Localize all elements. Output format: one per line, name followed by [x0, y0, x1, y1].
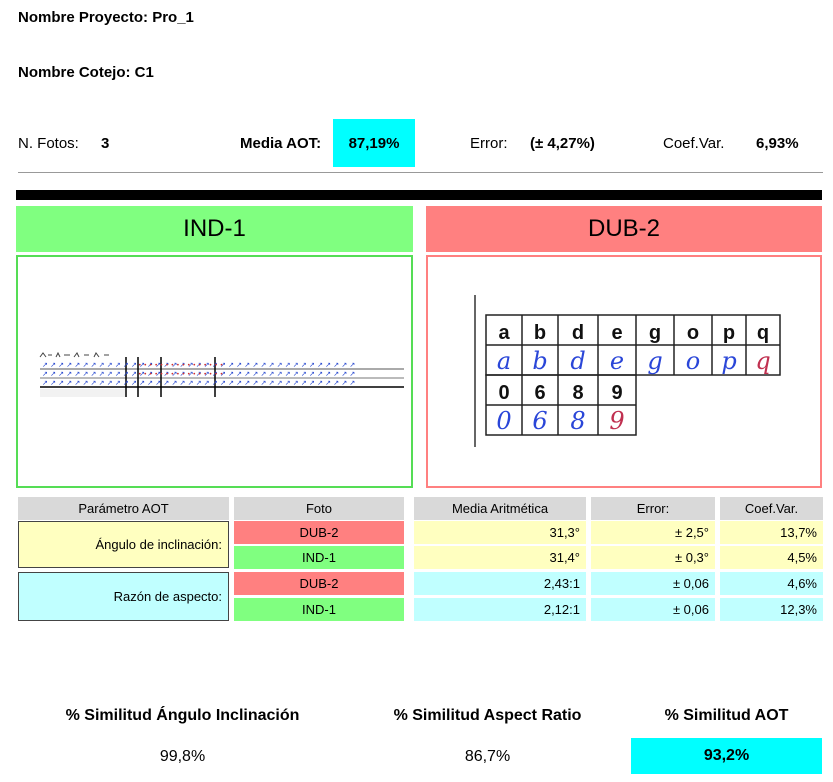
dub-letter: d	[572, 322, 584, 344]
dub-letter: b	[534, 322, 546, 344]
row-angle-ind-error: ± 0,3°	[591, 546, 715, 569]
fotos-label: N. Fotos:	[18, 135, 79, 152]
summary-angle-value: 99,8%	[159, 748, 206, 765]
row-angle-dub-coef: 13,7%	[720, 521, 823, 544]
row-angle-ind-media: 31,4°	[414, 546, 586, 569]
row-aspect-dub-foto: DUB-2	[234, 572, 404, 595]
th-foto: Foto	[234, 497, 404, 520]
project-name: Nombre Proyecto: Pro_1	[18, 9, 194, 26]
summary-aspect-label: % Similitud Aspect Ratio	[393, 707, 582, 724]
svg-text:b: b	[532, 347, 547, 375]
dub-letter: p	[723, 322, 735, 344]
svg-text:0: 0	[496, 407, 511, 435]
row-aspect-dub-error: ± 0,06	[591, 572, 715, 595]
row-angle-ind-coef: 4,5%	[720, 546, 823, 569]
svg-text:↗ ↗ ↗ ↗ ↗ ↗ ↗ ↗ ↗ ↗ ↗ ↗ ↗ ↗ ↗: ↗ ↗ ↗ ↗ ↗ ↗ ↗ ↗ ↗ ↗ ↗ ↗ ↗ ↗ ↗ ↗ ↗ ↗ ↗ ↗ …	[42, 361, 355, 369]
dub-letter: q	[757, 322, 769, 344]
dub-sample-image: a b d e g o p q 0 6 8 9 a b d e g o p q …	[426, 255, 822, 488]
row-aspect-ind-foto: IND-1	[234, 598, 404, 621]
svg-text:• • • • • • • •: • • • • • • • • • • • • • • • •	[138, 362, 223, 369]
row-angle-ind-foto: IND-1	[234, 546, 404, 569]
dub-digit: 9	[611, 382, 622, 404]
dub-title: DUB-2	[426, 206, 822, 252]
th-media: Media Aritmética	[414, 497, 586, 520]
param-aspect: Razón de aspecto:	[18, 572, 229, 621]
th-error: Error:	[591, 497, 715, 520]
cotejo-name: Nombre Cotejo: C1	[18, 64, 154, 81]
svg-text:g: g	[647, 347, 662, 375]
svg-text:8: 8	[570, 407, 585, 435]
summary-aot-value: 93,2%	[631, 738, 822, 774]
row-angle-dub-foto: DUB-2	[234, 521, 404, 544]
media-aot-value: 87,19%	[333, 119, 415, 167]
coef-label: Coef.Var.	[663, 135, 725, 152]
error-value: (± 4,27%)	[530, 135, 595, 152]
summary-aspect-value: 86,7%	[464, 748, 511, 765]
svg-text:• • • • • • • •: • • • • • • • • • • • • • • • •	[138, 371, 223, 378]
svg-text:p: p	[721, 347, 736, 375]
dub-letter: o	[687, 322, 699, 344]
svg-text:9: 9	[609, 407, 624, 435]
dub-handwritten-copies: a b d e g o p q 0 6 8 9	[496, 347, 770, 435]
ind-handwriting-strip: ↗ ↗ ↗ ↗ ↗ ↗ ↗ ↗ ↗ ↗ ↗ ↗ ↗ ↗ ↗ ↗ ↗ ↗ ↗ ↗ …	[39, 351, 404, 397]
row-angle-dub-error: ± 2,5°	[591, 521, 715, 544]
media-aot-label: Media AOT:	[240, 135, 322, 152]
th-param: Parámetro AOT	[18, 497, 229, 520]
summary-aot-label: % Similitud AOT	[664, 707, 789, 724]
row-aspect-dub-coef: 4,6%	[720, 572, 823, 595]
dub-letter: g	[649, 322, 661, 344]
th-coef: Coef.Var.	[720, 497, 823, 520]
ind-sample-image: ↗ ↗ ↗ ↗ ↗ ↗ ↗ ↗ ↗ ↗ ↗ ↗ ↗ ↗ ↗ ↗ ↗ ↗ ↗ ↗ …	[16, 255, 413, 488]
divider-thick	[16, 190, 822, 200]
error-label: Error:	[470, 135, 508, 152]
dub-letter: e	[611, 322, 622, 344]
svg-text:e: e	[610, 347, 624, 375]
svg-text:6: 6	[532, 407, 547, 435]
svg-text:a: a	[497, 347, 511, 375]
row-aspect-dub-media: 2,43:1	[414, 572, 586, 595]
row-aspect-ind-error: ± 0,06	[591, 598, 715, 621]
dub-digit: 8	[572, 382, 583, 404]
dub-digit: 6	[534, 382, 545, 404]
row-aspect-ind-coef: 12,3%	[720, 598, 823, 621]
svg-text:↗ ↗ ↗ ↗ ↗ ↗ ↗ ↗ ↗ ↗ ↗ ↗ ↗ ↗ ↗: ↗ ↗ ↗ ↗ ↗ ↗ ↗ ↗ ↗ ↗ ↗ ↗ ↗ ↗ ↗ ↗ ↗ ↗ ↗ ↗ …	[42, 379, 355, 387]
dub-handwriting-grid: a b d e g o p q 0 6 8 9 a b d e g o p q …	[474, 295, 781, 447]
summary-angle-label: % Similitud Ángulo Inclinación	[65, 707, 300, 724]
coef-value: 6,93%	[756, 135, 799, 152]
svg-text:o: o	[686, 347, 700, 375]
svg-text:q: q	[755, 347, 770, 375]
param-angle: Ángulo de inclinación:	[18, 521, 229, 568]
row-aspect-ind-media: 2,12:1	[414, 598, 586, 621]
dub-digit: 0	[498, 382, 509, 404]
svg-text:↗ ↗ ↗ ↗ ↗ ↗ ↗ ↗ ↗ ↗ ↗ ↗ ↗ ↗ ↗: ↗ ↗ ↗ ↗ ↗ ↗ ↗ ↗ ↗ ↗ ↗ ↗ ↗ ↗ ↗ ↗ ↗ ↗ ↗ ↗ …	[42, 370, 355, 378]
row-angle-dub-media: 31,3°	[414, 521, 586, 544]
dub-letter: a	[498, 322, 510, 344]
fotos-value: 3	[101, 135, 110, 152]
ind-title: IND-1	[16, 206, 413, 252]
svg-text:d: d	[570, 347, 585, 375]
divider-thin	[18, 172, 823, 173]
